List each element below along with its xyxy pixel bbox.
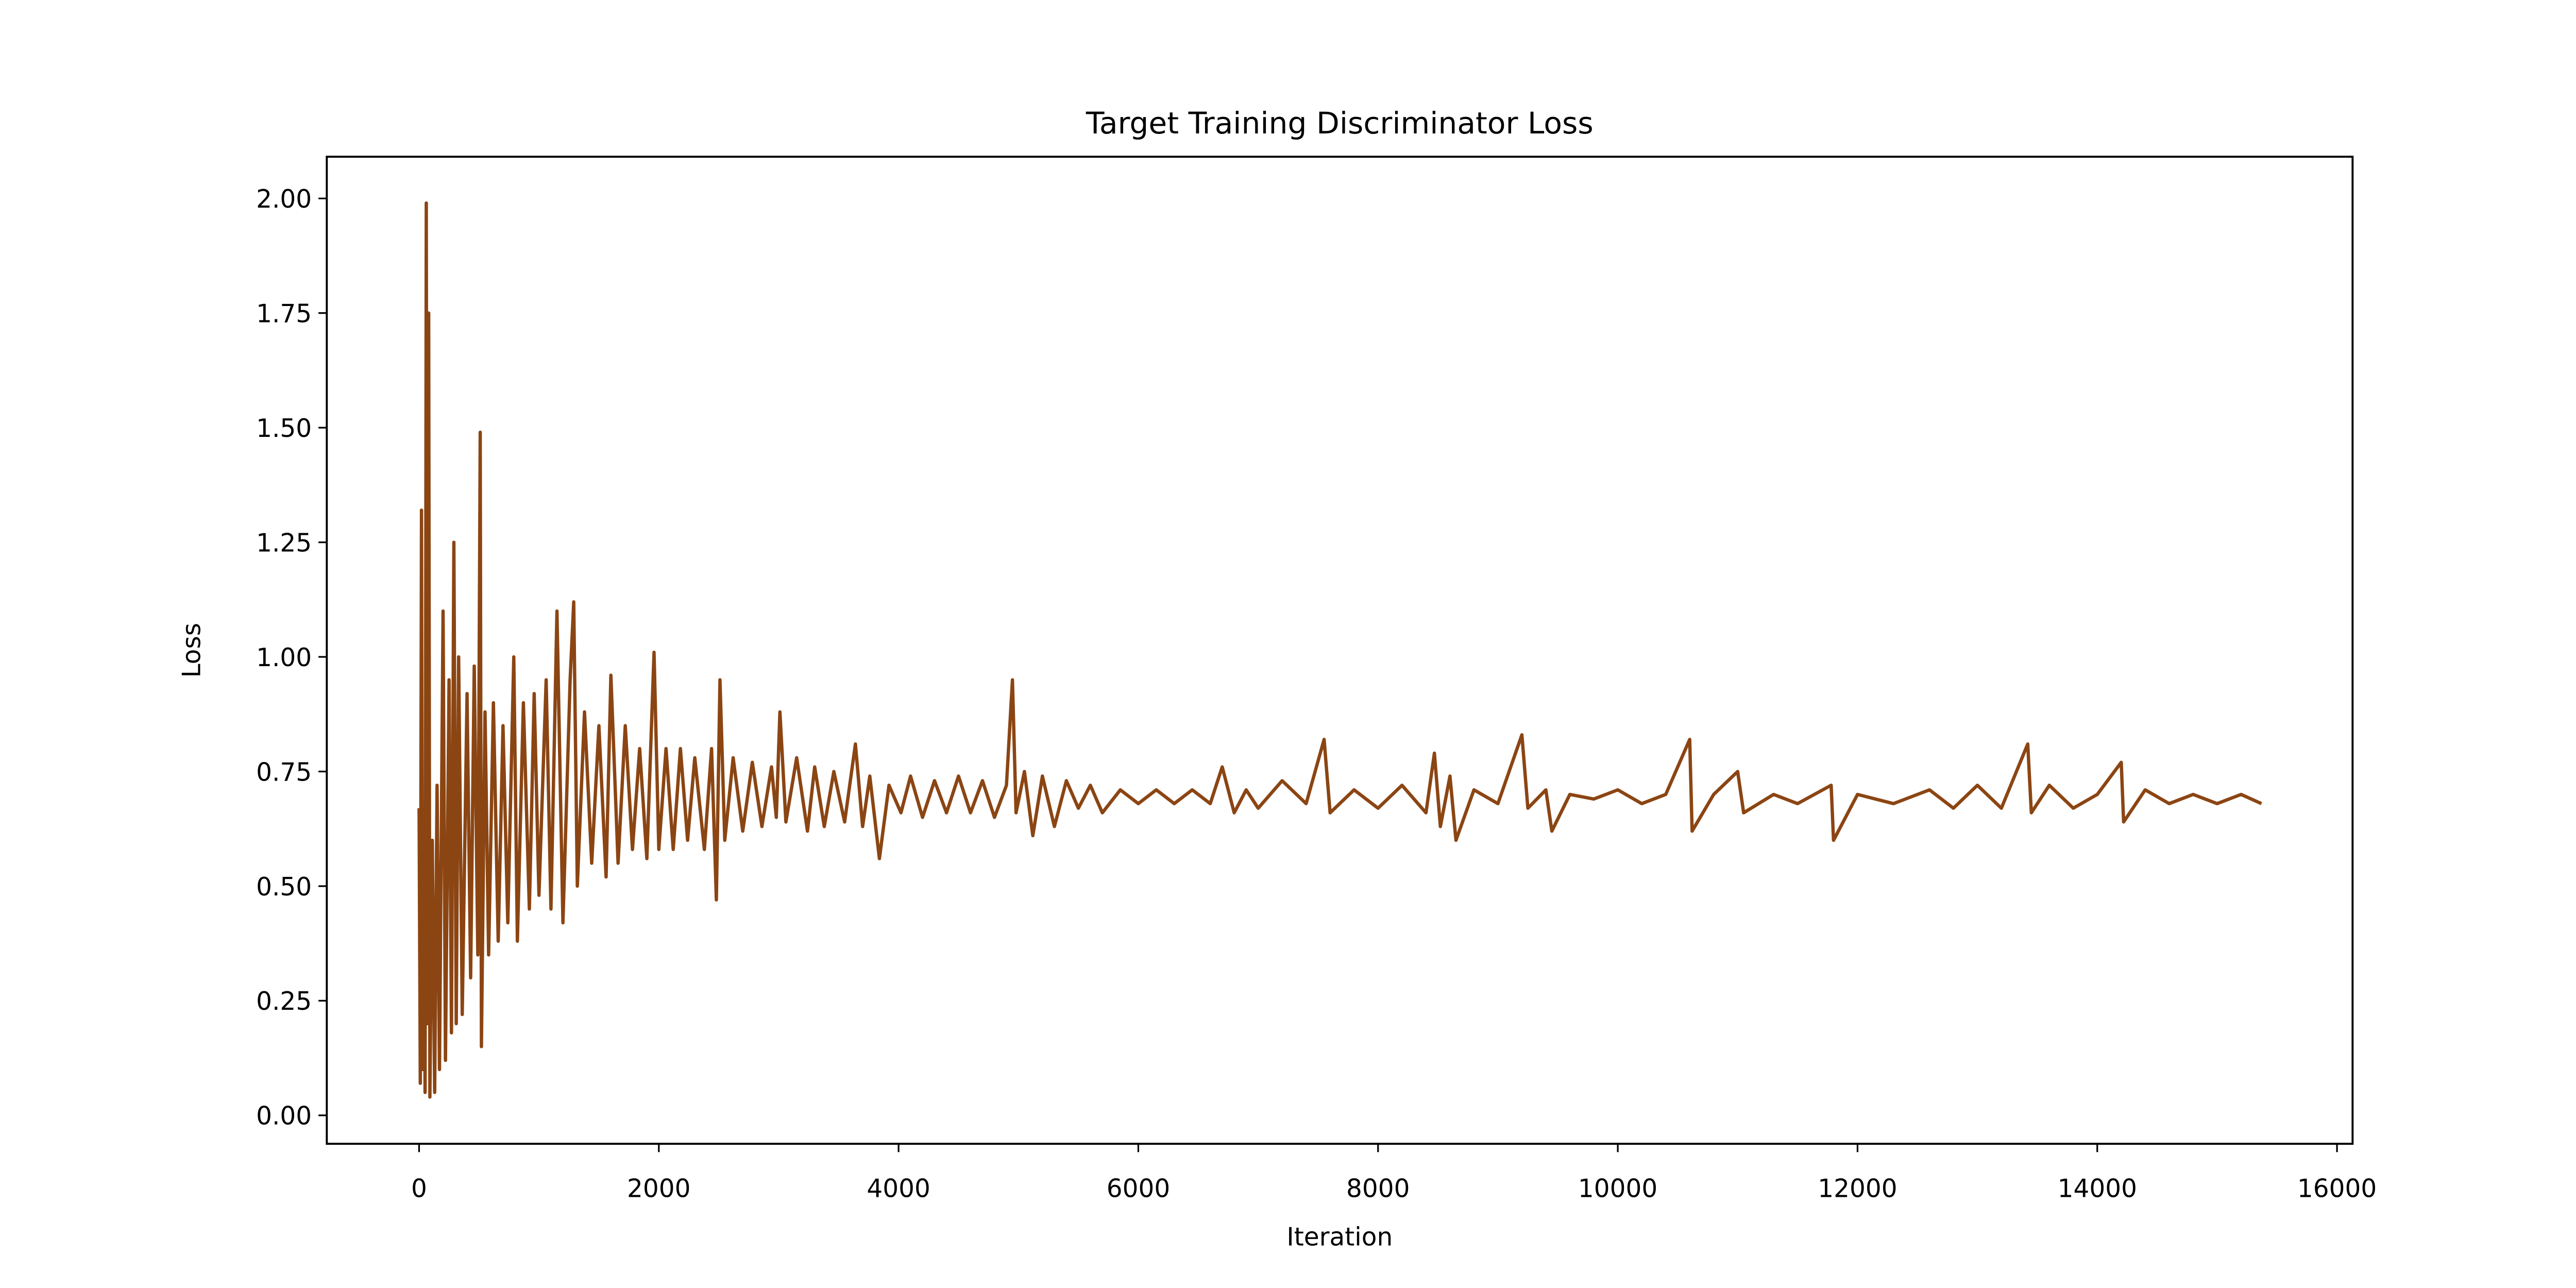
x-axis-label: Iteration	[1286, 1223, 1393, 1251]
y-tick-label: 1.00	[256, 643, 312, 672]
x-tick-label: 12000	[1818, 1175, 1897, 1204]
x-tick-label: 2000	[627, 1175, 691, 1204]
y-tick-label: 0.00	[256, 1102, 312, 1131]
x-tick-label: 6000	[1107, 1175, 1171, 1204]
x-tick-label: 8000	[1346, 1175, 1410, 1204]
chart-title: Target Training Discriminator Loss	[1086, 106, 1594, 141]
x-tick-label: 10000	[1578, 1175, 1657, 1204]
y-tick-label: 0.25	[256, 987, 312, 1016]
x-tick-label: 16000	[2297, 1175, 2377, 1204]
plot-frame	[326, 156, 2354, 1145]
y-tick-label: 1.25	[256, 529, 312, 557]
y-tick-label: 0.50	[256, 873, 312, 902]
x-tick-label: 14000	[2058, 1175, 2137, 1204]
x-tick-label: 0	[411, 1175, 427, 1204]
y-tick-label: 0.75	[256, 758, 312, 787]
loss-line	[417, 201, 2262, 1099]
x-tick-label: 4000	[867, 1175, 930, 1204]
y-tick-label: 2.00	[256, 185, 312, 214]
y-tick-label: 1.50	[256, 414, 312, 443]
y-tick-label: 1.75	[256, 299, 312, 328]
y-axis-label: Loss	[177, 623, 206, 677]
